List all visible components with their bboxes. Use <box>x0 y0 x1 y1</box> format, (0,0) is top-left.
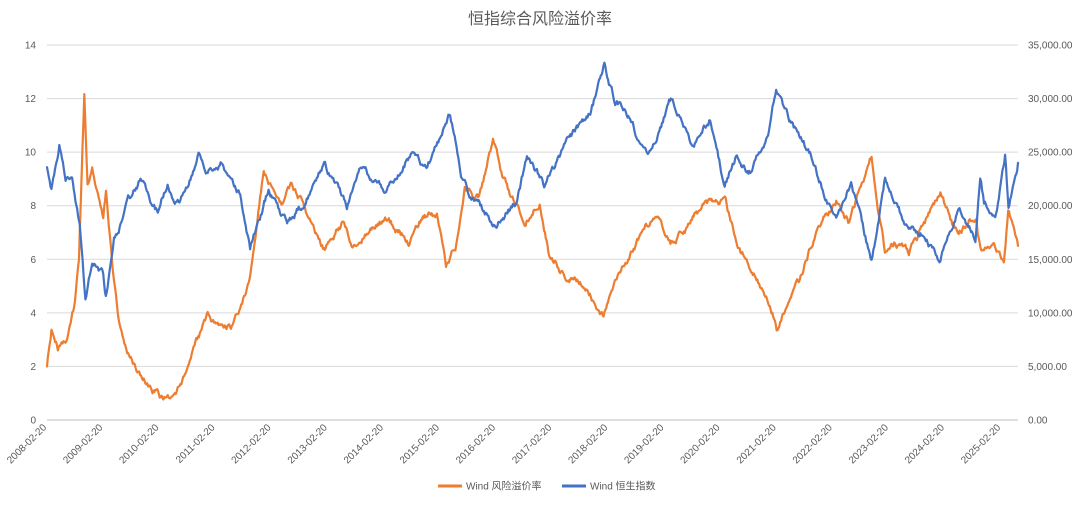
y-left-tick-label: 0 <box>30 416 36 427</box>
y-right-tick-label: 5,000.00 <box>1028 362 1067 373</box>
y-right-tick-label: 20,000.00 <box>1028 201 1073 212</box>
y-left-tick-label: 2 <box>30 362 36 373</box>
y-left-tick-label: 12 <box>25 94 37 105</box>
y-left-tick-label: 6 <box>30 255 36 266</box>
y-right-tick-label: 15,000.00 <box>1028 255 1073 266</box>
series-layer <box>45 61 1020 401</box>
y-right-tick-label: 10,000.00 <box>1028 308 1073 319</box>
chart-title: 恒指综合风险溢价率 <box>468 10 612 28</box>
y-left-tick-label: 4 <box>30 308 36 319</box>
y-right-tick-label: 0.00 <box>1028 416 1048 427</box>
legend-label: Wind 风险溢价率 <box>466 480 542 493</box>
legend-label: Wind 恒生指数 <box>590 480 656 493</box>
y-right-tick-label: 35,000.00 <box>1028 41 1073 52</box>
series-line-risk-premium <box>45 92 1020 401</box>
y-right-tick-label: 25,000.00 <box>1028 148 1073 159</box>
y-left-tick-label: 10 <box>25 148 37 159</box>
y-left-tick-label: 14 <box>25 41 37 52</box>
y-right-tick-label: 30,000.00 <box>1028 94 1073 105</box>
legend: Wind 风险溢价率 Wind 恒生指数 <box>438 480 656 493</box>
series-line-hang-seng-index <box>45 61 1020 301</box>
y-left-tick-label: 8 <box>30 201 36 212</box>
